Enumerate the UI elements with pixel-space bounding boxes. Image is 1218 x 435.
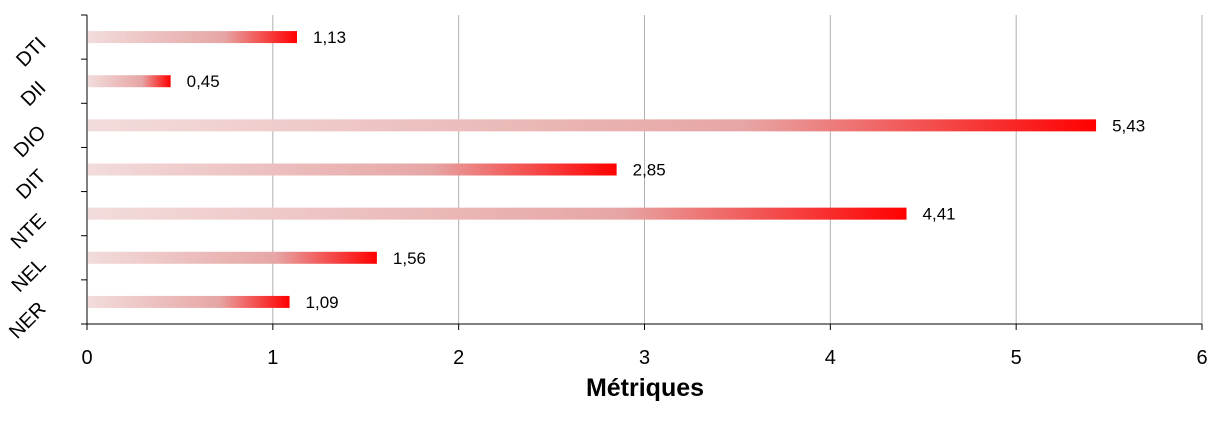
x-tick-label: 5 xyxy=(1011,347,1022,369)
bar xyxy=(88,207,907,220)
data-label: 1,56 xyxy=(393,249,426,268)
bar xyxy=(88,163,617,176)
bar xyxy=(88,295,290,308)
data-label: 0,45 xyxy=(187,72,220,91)
category-label: DIO xyxy=(10,121,51,162)
category-label: NER xyxy=(5,298,50,343)
category-label: DIT xyxy=(12,165,50,203)
data-label: 5,43 xyxy=(1112,116,1145,135)
axes xyxy=(81,14,1203,330)
x-tick-label: 2 xyxy=(453,347,464,369)
x-tick-label: 0 xyxy=(81,347,92,369)
data-label: 1,09 xyxy=(306,293,339,312)
data-label: 4,41 xyxy=(923,205,956,224)
gridlines xyxy=(272,15,1203,324)
data-label: 1,13 xyxy=(313,28,346,47)
x-tick-label: 1 xyxy=(267,347,278,369)
x-tick-label: 3 xyxy=(639,347,650,369)
category-label: DII xyxy=(17,77,51,111)
bar xyxy=(88,251,377,264)
x-tick-label: 4 xyxy=(825,347,836,369)
bars xyxy=(88,31,1097,308)
category-label: NEL xyxy=(7,254,50,297)
labels: 0 1 2 3 4 5 6 1,13 DTI 0,45 DII 5,43 DIO 2,85 DIT 4,41 N… xyxy=(5,28,1207,369)
bar xyxy=(88,31,297,44)
data-label: 2,85 xyxy=(633,161,666,180)
bar xyxy=(88,75,171,88)
category-label: NTE xyxy=(7,210,51,254)
category-label: DTI xyxy=(12,33,50,71)
x-tick-label: 6 xyxy=(1196,347,1207,369)
bar xyxy=(88,119,1097,132)
x-axis-title: Métriques xyxy=(586,374,704,402)
